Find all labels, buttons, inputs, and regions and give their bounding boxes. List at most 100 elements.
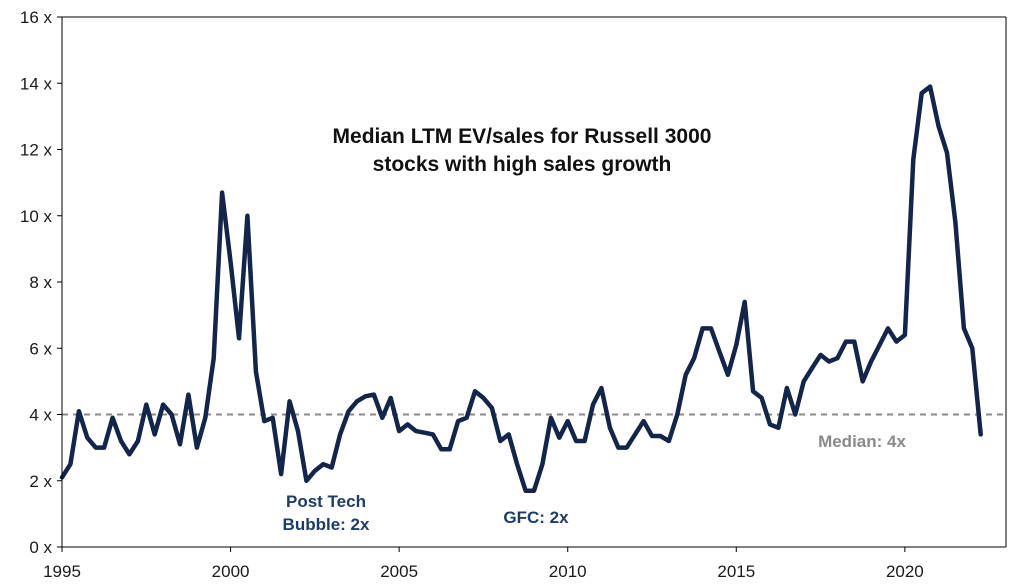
- y-tick-label: 8 x: [29, 273, 52, 292]
- annotation-post-tech-line-1: Post Tech: [286, 492, 366, 511]
- data-point: [271, 417, 274, 419]
- data-point: [221, 191, 223, 194]
- data-point: [828, 360, 830, 363]
- data-point: [946, 152, 948, 154]
- data-point: [78, 410, 80, 413]
- data-point: [229, 261, 232, 263]
- data-point: [162, 403, 164, 406]
- data-point: [668, 440, 670, 442]
- y-tick-label: 10 x: [20, 207, 53, 226]
- data-point: [204, 417, 207, 419]
- data-point: [777, 427, 780, 429]
- data-point: [415, 430, 417, 432]
- data-point: [920, 92, 923, 94]
- data-point: [710, 327, 712, 330]
- data-point: [727, 374, 729, 376]
- data-point: [617, 446, 620, 449]
- data-point: [701, 327, 704, 330]
- data-point: [642, 420, 645, 422]
- data-point: [288, 400, 291, 403]
- chart-title-line-1: Median LTM EV/sales for Russell 3000: [333, 125, 712, 148]
- data-point: [280, 473, 282, 475]
- annotation-post-tech-line-2: Bubble: 2x: [283, 515, 370, 534]
- data-point: [887, 327, 889, 330]
- data-point: [339, 433, 341, 436]
- x-tick-label: 2015: [717, 562, 755, 581]
- data-point: [752, 390, 754, 393]
- data-point: [507, 433, 510, 436]
- data-point: [929, 85, 931, 88]
- data-point: [347, 410, 350, 413]
- data-point: [491, 407, 493, 409]
- y-tick-label: 12 x: [20, 141, 53, 160]
- data-point: [853, 340, 856, 343]
- data-point: [684, 374, 687, 376]
- data-point: [811, 367, 813, 369]
- x-tick-label: 1995: [43, 562, 81, 581]
- data-point: [322, 463, 325, 466]
- data-point: [634, 433, 636, 436]
- data-point: [263, 420, 266, 422]
- data-point: [246, 215, 249, 217]
- data-point: [170, 413, 173, 416]
- annotation-gfc: GFC: 2x: [503, 508, 569, 527]
- data-point: [550, 417, 552, 419]
- data-point: [718, 350, 721, 353]
- data-point: [836, 357, 839, 360]
- data-point: [406, 423, 409, 426]
- data-point: [297, 430, 299, 432]
- data-point: [499, 440, 502, 442]
- series-line: [59, 84, 983, 493]
- data-point: [895, 340, 898, 343]
- data-point: [592, 403, 594, 406]
- y-tick-label: 16 x: [20, 8, 53, 27]
- data-point: [583, 440, 586, 442]
- data-point: [566, 420, 569, 422]
- y-tick-label: 14 x: [20, 74, 53, 93]
- data-point: [103, 446, 105, 449]
- data-point: [448, 448, 451, 451]
- data-point: [111, 417, 114, 419]
- y-tick-label: 2 x: [29, 472, 52, 491]
- data-point: [238, 337, 240, 340]
- data-point: [676, 413, 679, 416]
- data-point: [600, 387, 603, 389]
- data-point: [196, 446, 198, 449]
- data-point: [533, 489, 535, 492]
- data-point: [356, 400, 358, 403]
- data-point: [912, 158, 915, 161]
- data-point: [904, 334, 906, 336]
- data-point: [786, 387, 788, 389]
- data-point: [609, 427, 611, 429]
- data-point: [861, 380, 864, 383]
- data-point: [482, 397, 485, 399]
- data-point: [819, 354, 822, 356]
- data-point: [69, 463, 72, 466]
- data-point: [86, 436, 89, 439]
- data-point: [305, 480, 308, 482]
- data-point: [465, 417, 468, 419]
- data-point: [94, 446, 97, 449]
- data-point: [541, 463, 544, 466]
- data-point: [457, 420, 459, 422]
- data-point: [878, 344, 881, 346]
- data-point: [381, 417, 384, 419]
- data-point: [659, 435, 662, 437]
- data-point: [769, 423, 771, 426]
- data-point: [743, 301, 746, 303]
- data-point: [651, 435, 653, 437]
- x-tick-label: 2000: [212, 562, 250, 581]
- data-point: [735, 344, 738, 346]
- data-point: [187, 393, 190, 396]
- x-tick-label: 2005: [380, 562, 418, 581]
- data-point: [423, 431, 426, 434]
- data-point: [364, 395, 367, 398]
- data-point: [954, 221, 957, 224]
- data-point: [145, 403, 148, 406]
- data-point: [179, 443, 181, 446]
- data-point: [845, 340, 847, 343]
- y-tick-label: 4 x: [29, 406, 52, 425]
- data-point: [524, 489, 527, 492]
- data-point: [432, 433, 434, 436]
